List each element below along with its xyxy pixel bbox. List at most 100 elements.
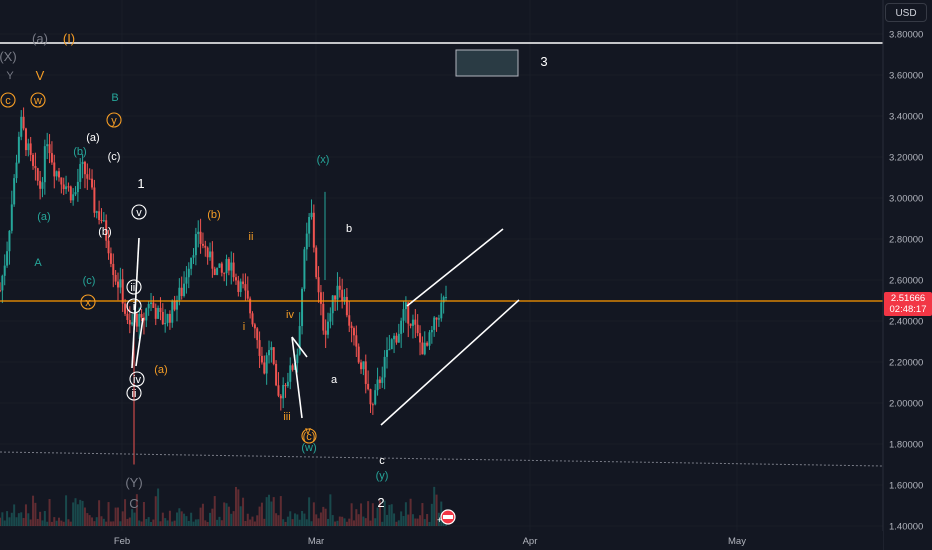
volume-bar	[395, 521, 398, 526]
last-price-value: 2.51666	[890, 293, 926, 304]
candle-body	[419, 333, 422, 343]
candle-body	[171, 300, 174, 323]
candle-body	[388, 349, 391, 351]
candle-body	[275, 363, 278, 386]
wave-label: V	[36, 68, 45, 83]
volume-bar	[362, 516, 365, 526]
y-tick-label: 2.60000	[889, 276, 923, 287]
volume-bar	[409, 498, 412, 526]
candle-body	[303, 249, 306, 289]
candle-body	[102, 220, 105, 222]
wave-label: (c)	[83, 275, 96, 287]
volume-bar	[381, 521, 384, 526]
volume-bar	[50, 521, 53, 526]
candle-body	[88, 178, 91, 180]
y-tick-label: 1.60000	[889, 481, 923, 492]
candle-body	[442, 297, 445, 303]
wave-line-3	[291, 336, 303, 419]
candle-body	[355, 335, 358, 347]
wave-label-text: v	[305, 425, 311, 437]
candle-body	[190, 257, 193, 269]
volume-bar	[211, 508, 214, 526]
wave-label: a	[331, 374, 338, 386]
volume-bar	[227, 506, 230, 526]
wave-label-text: A	[34, 257, 42, 269]
volume-bar	[150, 521, 153, 526]
volume-bar	[312, 502, 315, 526]
volume-bar	[350, 503, 353, 526]
wave-label: c	[379, 455, 385, 467]
volume-bar	[175, 512, 178, 526]
wave-label: w	[30, 92, 46, 108]
y-tick-label: 2.20000	[889, 358, 923, 369]
volume-bar	[83, 507, 86, 526]
wave-label: (a)	[154, 364, 167, 376]
candle-body	[62, 184, 65, 190]
candle-body	[428, 332, 431, 346]
event-icon[interactable]: +	[437, 509, 456, 525]
volume-bar	[197, 519, 200, 526]
wave-label-text: (a)	[86, 132, 99, 144]
volume-bar	[145, 518, 148, 526]
wave-label-text: (a)	[154, 364, 167, 376]
volume-bar	[232, 511, 235, 526]
grid	[0, 0, 883, 531]
volume-bar	[249, 519, 252, 526]
candle-body	[246, 290, 249, 299]
volume-bar	[388, 504, 391, 526]
candle-body	[253, 324, 256, 329]
wave-label-text: a	[331, 374, 338, 386]
volume-bar	[41, 520, 44, 526]
volume-bar	[218, 516, 221, 526]
volume-bar	[220, 520, 223, 526]
volume-bar	[107, 502, 110, 526]
candle-body	[433, 317, 436, 330]
candle-body	[194, 234, 197, 256]
candle-body	[17, 136, 20, 163]
volume-bar	[265, 497, 268, 526]
volume-bar	[88, 515, 91, 526]
wave-label-text: (I)	[63, 31, 75, 46]
candle-body	[308, 216, 311, 234]
volume-bar	[67, 519, 70, 526]
y-tick-label: 1.40000	[889, 522, 923, 533]
volume-bar	[48, 499, 51, 526]
candle-body	[244, 284, 247, 291]
volume-bar	[402, 516, 405, 526]
currency-button[interactable]: USD	[885, 3, 927, 22]
wave-label-text: iv	[133, 374, 141, 386]
candle-body	[0, 290, 1, 292]
wave-label-circle	[301, 428, 317, 444]
candle-body	[152, 302, 155, 308]
candle-body	[83, 161, 86, 175]
candle-body	[237, 280, 240, 292]
volume-bar	[284, 521, 287, 526]
candle-body	[322, 303, 325, 331]
wave-label-text: B	[111, 92, 118, 104]
svg-text:+: +	[437, 515, 442, 525]
candle-body	[343, 296, 346, 302]
wave-label-circle	[126, 385, 142, 401]
volume-bar	[367, 501, 370, 526]
volume-bar	[154, 496, 157, 526]
wave-label-circle	[30, 92, 46, 108]
volume-bar	[223, 502, 226, 526]
volume-bar	[116, 507, 119, 526]
y-tick-label: 2.00000	[889, 399, 923, 410]
wave-label: (c)	[108, 151, 121, 163]
candle-body	[362, 361, 365, 370]
wave-label: (x)	[317, 154, 330, 166]
candle-body	[192, 255, 195, 258]
channel-upper-line	[406, 228, 504, 307]
volume-bar	[209, 512, 212, 526]
volume-bar	[369, 520, 372, 526]
volume-bar	[194, 519, 197, 526]
volume-bar	[22, 517, 25, 526]
candle-body	[256, 328, 259, 341]
candle-body	[209, 251, 212, 258]
wave-label-text: x	[85, 297, 91, 309]
candle-body	[46, 144, 49, 147]
volume-bar	[430, 503, 433, 526]
